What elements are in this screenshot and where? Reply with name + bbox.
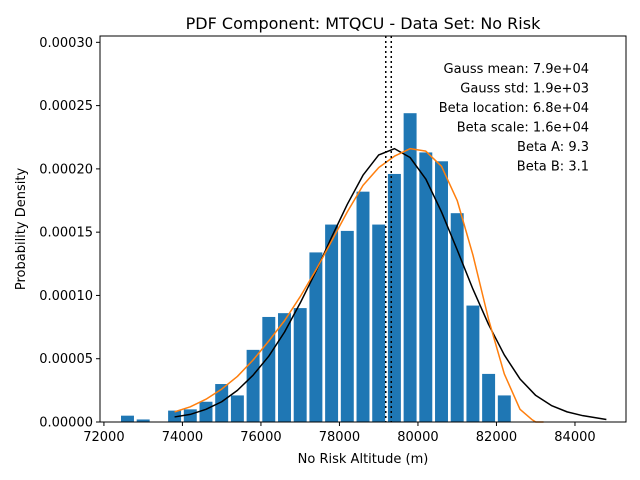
histogram-bar xyxy=(482,373,496,422)
chart-title: PDF Component: MTQCU - Data Set: No Risk xyxy=(186,14,541,33)
stats-line: Gauss mean: 7.9e+04 xyxy=(444,62,589,77)
x-tick-label: 82000 xyxy=(476,430,517,445)
x-tick-label: 80000 xyxy=(397,430,438,445)
histogram-bar xyxy=(215,384,229,422)
y-tick-label: 0.00010 xyxy=(39,289,93,304)
histogram-bar xyxy=(356,191,370,422)
histogram-bar xyxy=(278,313,291,422)
histogram-bar xyxy=(121,415,134,422)
x-axis-title: No Risk Altitude (m) xyxy=(298,452,429,467)
stats-line: Beta B: 3.1 xyxy=(517,160,589,175)
histogram-bar xyxy=(293,308,307,422)
y-axis: 0.00000 0.00005 0.00010 0.00015 0.00020 0.000… xyxy=(39,36,100,431)
histogram-bar xyxy=(450,213,464,422)
x-axis: 72000 74000 76000 78000 80000 82000 84000 xyxy=(83,422,596,445)
histogram-bar xyxy=(246,349,260,422)
y-tick-label: 0.00020 xyxy=(39,162,93,177)
x-tick-label: 74000 xyxy=(162,430,203,445)
stats-line: Beta location: 6.8e+04 xyxy=(439,101,589,116)
x-tick-label: 76000 xyxy=(240,430,281,445)
histogram-bar xyxy=(309,252,323,422)
stats-line: Beta A: 9.3 xyxy=(517,140,589,155)
histogram-bar xyxy=(435,161,448,422)
gauss-curve xyxy=(174,147,607,421)
histogram-bar xyxy=(340,230,354,422)
x-tick-label: 78000 xyxy=(319,430,360,445)
y-axis-title: Probability Density xyxy=(14,168,29,291)
histogram-bar xyxy=(466,305,480,422)
histogram-bar xyxy=(183,409,197,422)
stats-annotation: Gauss mean: 7.9e+04 Gauss std: 1.9e+03 Bet… xyxy=(439,62,589,175)
histogram-bar xyxy=(230,395,244,422)
histogram-bar xyxy=(136,419,150,422)
histogram-bar xyxy=(325,224,339,422)
y-tick-label: 0.00000 xyxy=(39,416,93,431)
plot-frame xyxy=(99,35,627,423)
bars-layer xyxy=(121,113,511,422)
y-tick-label: 0.00030 xyxy=(39,36,93,51)
histogram-bar xyxy=(403,113,417,422)
lines-layer xyxy=(174,147,607,423)
histogram-bar xyxy=(262,316,276,422)
histogram-bar xyxy=(387,173,401,422)
beta-curve xyxy=(174,147,544,423)
vlines-layer xyxy=(385,36,393,422)
y-tick-label: 0.00015 xyxy=(39,226,93,241)
x-tick-label: 72000 xyxy=(83,430,124,445)
histogram-bar xyxy=(372,224,386,422)
stats-line: Gauss std: 1.9e+03 xyxy=(460,82,589,97)
histogram-bar xyxy=(497,395,511,422)
x-tick-label: 84000 xyxy=(554,430,595,445)
y-tick-label: 0.00025 xyxy=(39,99,93,114)
histogram-bar xyxy=(199,401,213,422)
histogram-bar xyxy=(419,152,433,422)
y-tick-label: 0.00005 xyxy=(39,352,93,367)
stats-line: Beta scale: 1.6e+04 xyxy=(457,121,589,136)
